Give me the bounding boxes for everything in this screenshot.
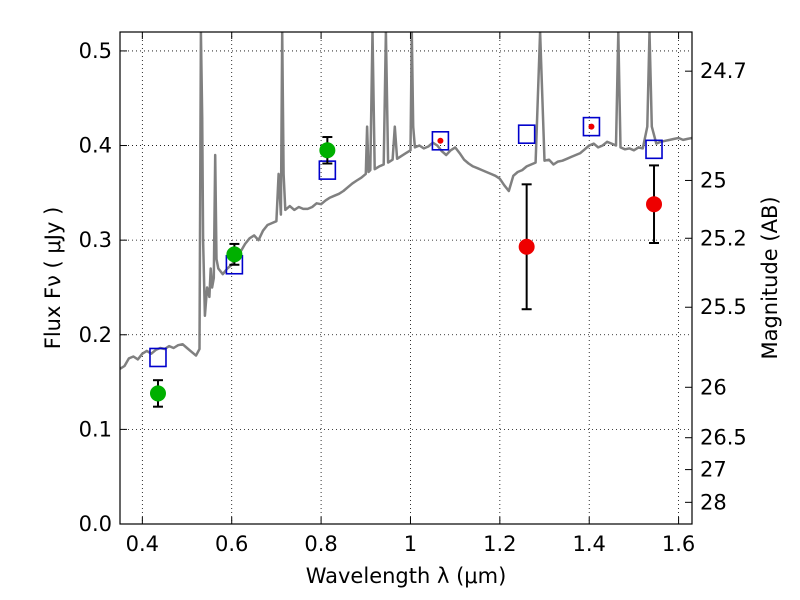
y2-tick-label: 25.5: [700, 295, 747, 319]
y-tick-label: 0.5: [79, 39, 112, 63]
x-tick-label: 0.6: [215, 532, 248, 556]
y-tick-label: 0.2: [79, 323, 112, 347]
photometry-markers: [149, 116, 663, 408]
y2-tick-label: 25.2: [700, 226, 747, 250]
x-tick-label: 1.2: [483, 532, 516, 556]
data-point-marker: [226, 246, 243, 263]
data-point-marker: [319, 142, 336, 159]
x-tick-label: 1.6: [662, 532, 695, 556]
data-point-marker: [588, 123, 595, 130]
y2-tick-label: 28: [700, 490, 727, 514]
data-point-marker: [518, 238, 535, 255]
model-square-marker: [582, 116, 601, 137]
x-axis-title: Wavelength λ (μm): [306, 564, 507, 588]
x-axis: 0.4 0.6 0.8 1 1.2 1.4 1.6: [126, 32, 695, 556]
spectrum-series: [120, 32, 692, 370]
y2-tick-label: 26.5: [700, 426, 747, 450]
data-point-marker: [149, 385, 166, 402]
y-axis-title: Flux Fν ( μJy ): [41, 207, 65, 350]
y2-tick-label: 27: [700, 458, 727, 482]
y-axis: 0.0 0.1 0.2 0.3 0.4 0.5: [79, 39, 127, 536]
y-tick-label: 0.4: [79, 134, 112, 158]
plot-frame: [119, 31, 693, 525]
y-tick-label: 0.0: [79, 512, 112, 536]
y2-axis: 24.7 25 25.2 25.5 26 26.5 27 28: [685, 59, 747, 514]
model-square-marker: [149, 347, 167, 368]
x-tick-label: 1.4: [573, 532, 606, 556]
y2-tick-label: 26: [700, 375, 727, 399]
y2-tick-label: 24.7: [700, 59, 747, 83]
data-point-marker: [646, 196, 663, 213]
x-tick-label: 1: [404, 532, 417, 556]
y2-axis-title: Magnitude (AB): [758, 196, 782, 359]
x-tick-label: 0.4: [126, 532, 159, 556]
model-square-marker: [431, 131, 450, 151]
spectrum-line: [120, 32, 692, 370]
data-point-marker: [437, 137, 444, 144]
grid-lines: [120, 32, 692, 525]
y-tick-label: 0.1: [79, 417, 112, 441]
model-square-marker: [517, 124, 536, 144]
y2-tick-label: 25: [700, 168, 727, 192]
model-square-marker: [645, 139, 663, 160]
y-tick-label: 0.3: [79, 228, 112, 252]
x-tick-label: 0.8: [304, 532, 337, 556]
